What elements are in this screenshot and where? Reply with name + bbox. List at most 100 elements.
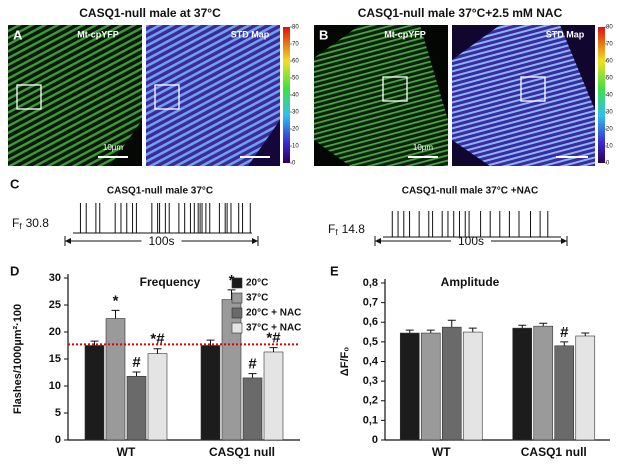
significance-label: *# [266,330,281,347]
duration-label: 100s [148,234,174,248]
error-bar [90,340,99,346]
trace-label: Ff 30.8 [12,216,49,231]
legend-swatch [231,277,243,289]
bar [147,353,168,441]
error-bar [248,373,257,378]
y-tick-label: 30 [49,272,61,284]
significance-label: * [113,292,119,309]
panel-letter: E [330,263,339,278]
bar [399,332,420,441]
legend-label: 20°C + NAC [246,308,301,319]
colorbar-tick-label: 50 [292,76,299,82]
y-tick-label: 25 [49,299,61,311]
legend-label: 20°C [246,278,268,289]
image-label: Mt-cpYFP [384,29,426,39]
trace-title: CASQ1-null male 37°C +NAC [402,186,539,197]
y-tick-label: 15 [49,353,61,365]
roi-box [382,76,408,102]
bar [126,375,147,441]
trace-label-main: F [328,222,335,236]
roi-box [520,76,546,102]
colorbar [598,27,605,163]
image-label: Mt-cpYFP [77,29,119,39]
colorbar-tick-label: 30 [606,110,613,116]
colorbar-tick-label: 30 [292,110,299,116]
trace-title: CASQ1-null male 37°C [107,186,213,197]
error-bar [581,332,590,336]
bar [575,335,596,441]
trace-label-sub: f [335,228,338,237]
panel-letter: D [10,263,19,278]
error-bar [539,322,548,327]
arrow-head [252,238,258,244]
colorbar-tick-label: 40 [606,93,613,99]
y-tick-label: 0,3 [363,375,378,387]
significance-label: * [229,272,235,289]
panel-title: CASQ1-null male at 37°C [79,6,221,20]
legend-swatch [231,292,243,304]
significance-label: # [132,354,141,371]
colorbar-tick-label: 20 [606,127,613,133]
scale-label: 10µm [413,143,434,152]
colorbar-tick-label: 50 [606,76,613,82]
legend-swatch [231,307,243,319]
colorbar-tick-label: 40 [292,93,299,99]
arrow-head [65,238,71,244]
arrow-head [375,238,381,244]
colorbar-tick-label: 10 [292,144,299,150]
cell-image [314,25,448,166]
chart-title: Frequency [140,275,201,289]
colorbar-tick-label: 80 [292,25,299,31]
error-bar [426,329,435,334]
y-tick-label: 0,2 [363,395,378,407]
y-tick-label: 0,4 [363,355,379,367]
scale-label: 10µm [103,143,124,152]
duration-label: 100s [458,234,484,248]
bar [420,332,441,441]
image-label: STD Map [546,29,585,39]
bar [441,326,462,441]
error-bar [560,341,569,346]
trace-label-main: F [12,216,19,230]
y-tick-label: 20 [49,326,61,338]
error-bar [227,289,236,300]
trace-label-value: 30.8 [26,216,50,230]
bar [242,377,263,441]
colorbar [283,27,290,163]
colorbar-tick-label: 0 [606,161,610,167]
panel-letter: C [10,176,20,191]
y-axis-label: ΔF/F₀ [339,347,351,376]
bar [84,345,105,441]
trace-label-sub: f [19,222,22,231]
panel-title: CASQ1-null male 37°C+2.5 mM NAC [358,6,563,20]
panel-letter: A [13,27,23,42]
bar [200,345,221,441]
legend-label: 37°C + NAC [246,323,301,334]
y-tick-label: 10 [49,380,61,392]
error-bar [132,371,141,377]
colorbar-tick-label: 10 [606,144,613,150]
y-tick-label: 0,5 [363,336,378,348]
bar [554,345,575,441]
significance-label: # [248,356,257,373]
bar [462,331,483,441]
y-tick-label: 0,7 [363,297,378,309]
colorbar-tick-label: 70 [292,42,299,48]
colorbar-tick-label: 70 [606,42,613,48]
x-tick-label: CASQ1 null [209,445,275,459]
legend-label: 37°C [246,293,268,304]
chart-title: Amplitude [441,275,500,289]
std-map-image [146,25,280,166]
error-bar [405,329,414,334]
cell-image [8,25,142,166]
roi-box [16,84,42,110]
bar [263,351,284,441]
error-bar [111,309,120,319]
image-label: STD Map [231,29,270,39]
colorbar-tick-label: 60 [606,59,613,65]
y-tick-label: 5 [55,407,61,419]
panel-letter: B [319,27,328,42]
bar [221,299,242,441]
y-tick-label: 0,6 [363,316,378,328]
